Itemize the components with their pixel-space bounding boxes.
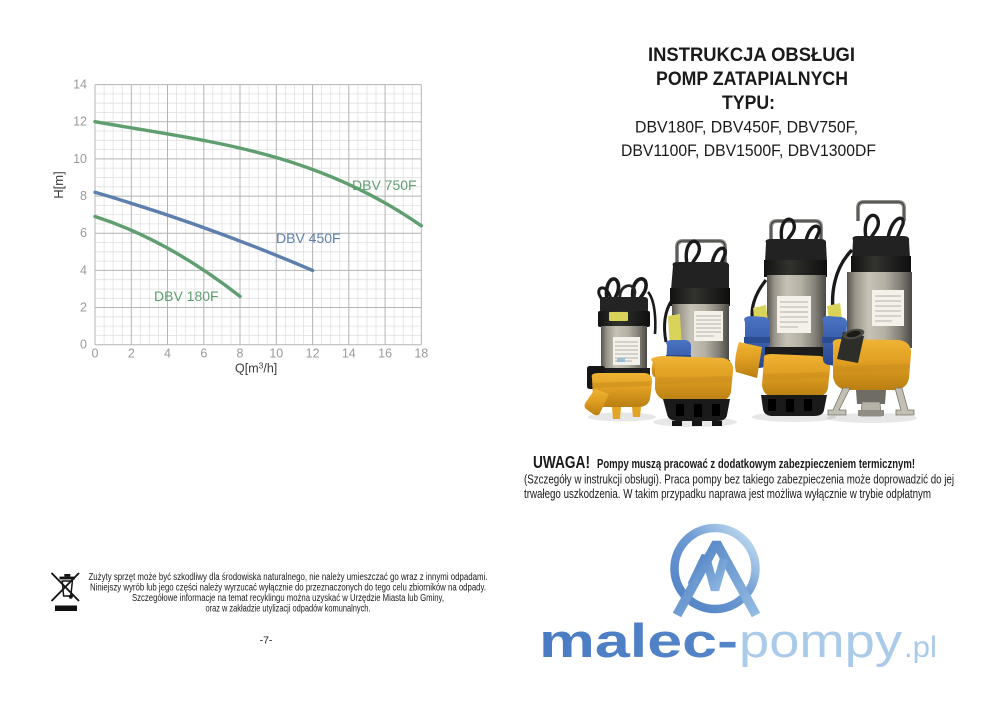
svg-text:INSTRUKCJA OBSŁUGI: INSTRUKCJA OBSŁUGI [648,44,855,66]
svg-text:12: 12 [306,347,320,361]
svg-text:10: 10 [269,347,283,361]
svg-text:Zużyty sprzęt może być szkodli: Zużyty sprzęt może być szkodliwy dla śro… [89,572,488,583]
svg-text:10: 10 [73,152,87,166]
svg-text:16: 16 [378,347,392,361]
svg-text:POMP ZATAPIALNYCH: POMP ZATAPIALNYCH [656,68,848,90]
svg-text:2: 2 [128,347,135,361]
svg-text:Q[m3/h]: Q[m3/h] [235,361,277,376]
svg-text:DBV 450F: DBV 450F [276,230,341,246]
svg-text:8: 8 [237,347,244,361]
svg-text:pompy: pompy [739,614,903,667]
svg-text:6: 6 [200,347,207,361]
svg-text:.pl: .pl [904,631,937,664]
svg-text:18: 18 [414,347,428,361]
svg-text:-7-: -7- [260,635,273,647]
svg-text:H[m]: H[m] [51,171,66,198]
svg-text:2: 2 [80,301,87,315]
svg-text:0: 0 [92,347,99,361]
svg-text:TYPU:: TYPU: [722,92,775,114]
svg-text:14: 14 [73,78,87,92]
svg-text:DBV 750F: DBV 750F [352,177,417,193]
svg-text:UWAGA!Pompy muszą pracować z d: UWAGA! Pompy muszą pracować z dodatkowym … [533,452,915,472]
svg-text:12: 12 [73,115,87,129]
svg-text:Niniejszy wyrób lub jego częśc: Niniejszy wyrób lub jego części należy w… [90,583,486,594]
svg-text:malec-: malec- [539,614,738,667]
svg-text:6: 6 [80,226,87,240]
svg-text:0: 0 [80,338,87,352]
svg-text:8: 8 [80,189,87,203]
svg-text:14: 14 [342,347,356,361]
svg-text:(Szczegóły w instrukcji obsług: (Szczegóły w instrukcji obsługi). Praca … [524,473,954,487]
svg-text:4: 4 [80,263,87,277]
svg-text:4: 4 [164,347,171,361]
svg-text:DBV1100F, DBV1500F, DBV1300DF: DBV1100F, DBV1500F, DBV1300DF [621,142,876,160]
svg-text:DBV 180F: DBV 180F [154,288,219,304]
svg-text:trwałego uszkodzenia. W takim: trwałego uszkodzenia. W takim przypadku … [524,487,931,501]
svg-text:oraz w zakładzie utylizacji o: oraz w zakładzie utylizacji odpadów komu… [206,604,371,615]
svg-text:DBV180F, DBV450F, DBV750F,: DBV180F, DBV450F, DBV750F, [635,119,858,137]
svg-text:Szczegółowe informacje na tema: Szczegółowe informacje na temat recyklin… [132,593,444,604]
